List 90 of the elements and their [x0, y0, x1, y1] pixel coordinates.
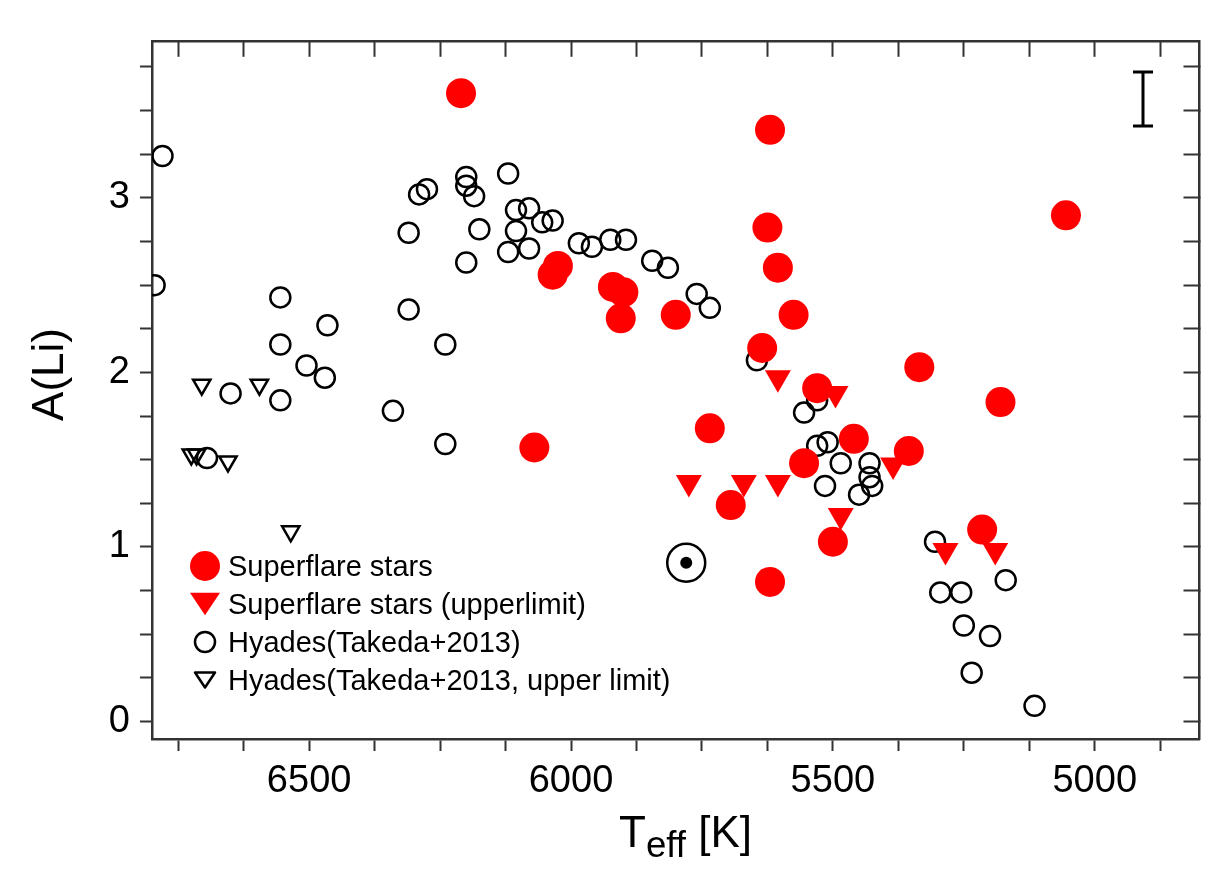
- point: [640, 249, 664, 272]
- point: [567, 232, 591, 255]
- point: [755, 566, 786, 597]
- point: [694, 413, 725, 444]
- point: [893, 435, 924, 466]
- point: [747, 333, 778, 364]
- point: [152, 144, 174, 168]
- point: [468, 218, 491, 241]
- point: [792, 401, 816, 424]
- point: [541, 209, 564, 232]
- y-tick-label: 2: [108, 348, 130, 391]
- point: [455, 165, 478, 189]
- point: [928, 581, 952, 604]
- point: [269, 333, 292, 356]
- x-tick-label: 6500: [266, 758, 352, 801]
- point: [455, 251, 478, 274]
- point: [816, 431, 839, 454]
- point: [978, 624, 1002, 648]
- point: [496, 162, 520, 185]
- point: [295, 354, 318, 377]
- point: [462, 184, 486, 208]
- legend-label: Hyades(Takeda+2013): [228, 625, 521, 659]
- legend-label: Superflare stars (upperlimit): [228, 587, 586, 621]
- point: [608, 277, 639, 308]
- y-tick-label: 3: [108, 174, 130, 217]
- point: [858, 451, 881, 475]
- point: [960, 661, 983, 684]
- point: [715, 490, 746, 521]
- point: [269, 286, 292, 309]
- legend-label: Superflare stars: [228, 549, 433, 583]
- point: [313, 366, 337, 389]
- point: [685, 282, 708, 306]
- point: [397, 298, 420, 321]
- point: [838, 423, 869, 454]
- point: [537, 259, 568, 290]
- point: [698, 296, 722, 320]
- point: [580, 235, 604, 259]
- point: [829, 451, 852, 475]
- point: [985, 387, 1016, 418]
- point: [755, 114, 786, 145]
- point: [269, 389, 292, 412]
- point: [952, 614, 976, 637]
- point: [1050, 200, 1081, 231]
- x-tick-label: 5500: [790, 758, 876, 801]
- point: [446, 78, 477, 109]
- point: [517, 197, 541, 220]
- y-tick-label: 1: [108, 523, 130, 566]
- point: [434, 432, 457, 456]
- point: [599, 228, 622, 252]
- point: [802, 373, 833, 404]
- y-axis-title: A(Li): [23, 328, 73, 421]
- point: [949, 581, 973, 604]
- x-tick-label: 6000: [528, 758, 614, 801]
- x-tick-label: 5000: [1052, 758, 1138, 801]
- point: [415, 177, 439, 201]
- point: [860, 474, 884, 498]
- point: [858, 465, 881, 489]
- point: [660, 299, 691, 330]
- point: [847, 483, 871, 506]
- point: [530, 211, 554, 234]
- point: [605, 303, 636, 334]
- point: [434, 333, 457, 356]
- point: [381, 399, 405, 423]
- point: [496, 240, 520, 264]
- point: [407, 183, 431, 206]
- point: [519, 432, 550, 463]
- point: [778, 299, 809, 330]
- point: [517, 237, 541, 260]
- point: [455, 174, 478, 197]
- point: [904, 352, 935, 383]
- point: [219, 382, 242, 405]
- point: [504, 219, 528, 243]
- point: [316, 314, 339, 337]
- point: [752, 212, 783, 243]
- point: [817, 526, 848, 557]
- point: [967, 514, 998, 545]
- point: [665, 542, 707, 583]
- point: [656, 256, 680, 279]
- point: [504, 198, 528, 222]
- point: [813, 474, 837, 498]
- point: [1023, 694, 1046, 718]
- point: [397, 221, 420, 245]
- point: [789, 448, 820, 479]
- y-tick-label: 0: [108, 698, 130, 741]
- point: [762, 252, 793, 283]
- x-axis-title: T$_{eff}$ [K]: [618, 807, 753, 867]
- point: [614, 228, 638, 252]
- legend-label: Hyades(Takeda+2013, upper limit): [228, 663, 671, 697]
- point: [195, 446, 219, 470]
- point: [994, 568, 1017, 592]
